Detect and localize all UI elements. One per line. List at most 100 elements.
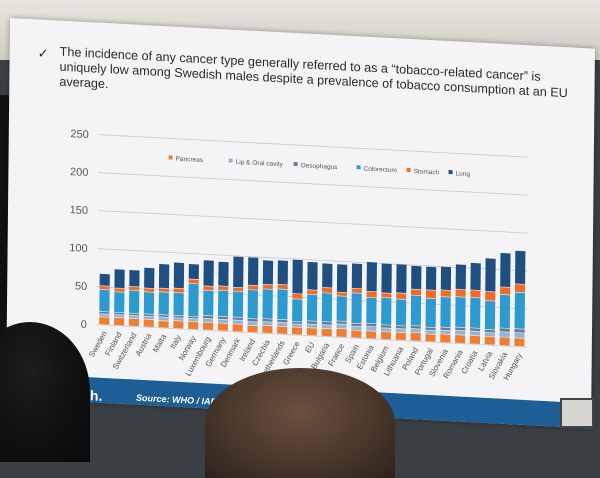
bar-segment xyxy=(114,317,125,326)
x-tick-label: Malta xyxy=(151,332,169,354)
bar-segment xyxy=(470,262,481,291)
bar-segment xyxy=(425,330,436,335)
bar-segment xyxy=(440,330,451,335)
bar-segment xyxy=(410,325,421,329)
bar-segment xyxy=(395,332,406,341)
bar-segment xyxy=(381,297,392,325)
legend-label: Oesophagus xyxy=(301,162,339,171)
legend-label: Stomach xyxy=(414,168,440,176)
bar-segment xyxy=(351,293,362,324)
bar-segment xyxy=(425,327,436,331)
bar-segment xyxy=(381,263,392,294)
bar-segment xyxy=(203,286,214,291)
bar-segment xyxy=(99,289,110,312)
bar-segment xyxy=(366,326,377,332)
bar-segment xyxy=(395,299,407,326)
bar-segment xyxy=(143,314,154,317)
gridline xyxy=(98,172,529,196)
bar-segment xyxy=(188,316,199,319)
bar-segment xyxy=(380,328,392,332)
bar-segment xyxy=(500,252,511,288)
bar-segment xyxy=(292,321,303,325)
bar-segment xyxy=(247,325,258,333)
legend-label: Lung xyxy=(456,170,471,178)
bar-segment xyxy=(217,316,229,320)
bar-segment xyxy=(173,317,184,321)
bar-segment xyxy=(306,321,318,325)
bar-segment xyxy=(455,296,466,328)
bar-segment xyxy=(247,257,259,286)
bar-segment xyxy=(381,293,392,298)
bar-segment xyxy=(514,328,525,333)
bar-segment xyxy=(143,292,155,315)
bar-segment xyxy=(455,327,466,331)
presentation-slide: ✓ The incidence of any cancer type gener… xyxy=(6,18,595,429)
bar-segment xyxy=(410,295,422,326)
bar-segment xyxy=(129,270,140,287)
bar-segment xyxy=(277,289,288,320)
bar-segment xyxy=(247,289,259,319)
bar-segment xyxy=(336,292,347,297)
bar-segment xyxy=(277,319,288,323)
bar-segment xyxy=(440,266,452,291)
bar-segment xyxy=(514,292,526,329)
x-tick-label: EU xyxy=(303,340,316,354)
bar-segment xyxy=(188,279,199,284)
bar-segment xyxy=(292,324,303,328)
y-tick-label: 50 xyxy=(75,280,87,293)
bar-segment xyxy=(351,263,363,289)
bar-segment xyxy=(129,286,140,291)
bar-segment xyxy=(366,297,377,324)
bar-segment xyxy=(499,294,511,329)
bar-segment xyxy=(99,285,110,290)
bar-segment xyxy=(322,263,333,288)
bar-segment xyxy=(99,317,110,325)
bar-segment xyxy=(128,318,140,327)
bar-segment xyxy=(321,328,332,337)
bar-segment xyxy=(499,331,510,338)
bar-segment xyxy=(173,292,184,316)
bar-segment xyxy=(173,320,184,329)
bar-segment xyxy=(440,296,451,328)
bar-segment xyxy=(411,289,422,296)
bar-segment xyxy=(144,288,155,293)
gridline xyxy=(98,134,529,158)
bar-segment xyxy=(217,319,229,324)
bar-segment xyxy=(484,329,495,333)
legend-swatch xyxy=(228,158,233,163)
audience-head-center xyxy=(205,368,395,478)
bar-segment xyxy=(366,331,377,339)
bar-segment xyxy=(232,320,243,325)
bar-segment xyxy=(351,288,362,294)
bar-segment xyxy=(499,328,510,332)
bar-segment xyxy=(321,293,333,322)
bar-segment xyxy=(217,290,229,317)
bar-segment xyxy=(262,318,273,322)
bar-segment xyxy=(425,290,437,299)
bar-segment xyxy=(202,322,214,331)
bar-segment xyxy=(336,321,347,325)
bar-segment xyxy=(499,337,510,346)
bar-segment xyxy=(351,323,362,327)
bar-segment xyxy=(470,328,481,332)
bar-segment xyxy=(336,264,348,293)
bar-segment xyxy=(158,292,169,315)
y-tick-label: 100 xyxy=(69,242,87,255)
bar-segment xyxy=(484,300,496,330)
bar-segment xyxy=(114,312,125,315)
bar-segment xyxy=(203,260,214,286)
bar-segment xyxy=(515,250,526,285)
bar-segment xyxy=(292,293,303,300)
bar-segment xyxy=(158,288,170,293)
bar-segment xyxy=(292,259,303,294)
legend-swatch xyxy=(448,169,453,175)
bar-segment xyxy=(128,313,140,316)
bar-segment xyxy=(114,292,125,313)
bar-segment xyxy=(425,298,436,328)
bar-segment xyxy=(366,261,377,292)
bar-segment xyxy=(470,297,481,329)
left-display-edge xyxy=(0,95,10,335)
bar-segment xyxy=(455,334,466,344)
bar-segment xyxy=(440,334,451,343)
y-tick-label: 250 xyxy=(70,128,88,141)
